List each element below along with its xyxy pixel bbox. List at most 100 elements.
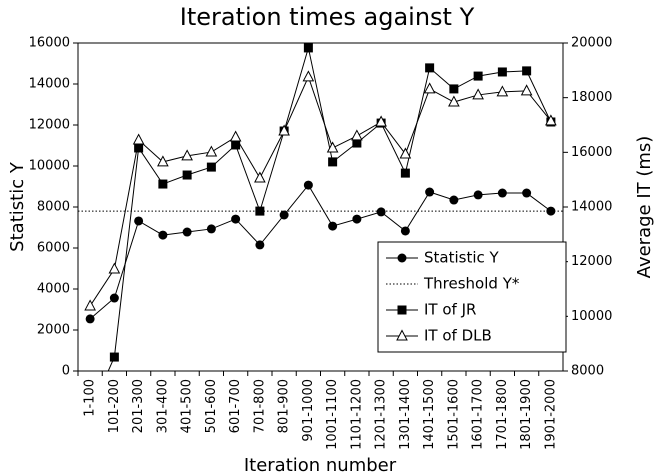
point [109,352,119,362]
point [496,85,509,97]
y2-tick-label: 10000 [571,309,612,324]
x-tick-label: 601-700 [228,379,243,433]
y-axis-label: Statistic Y [7,161,28,252]
y2-tick-label: 12000 [571,254,612,269]
point [545,114,557,126]
point [254,171,266,183]
point [448,95,460,107]
point [497,67,507,77]
point [158,179,168,189]
point [375,115,387,127]
y2-tick-label: 20000 [571,36,612,51]
point [132,133,145,145]
point [546,206,556,216]
point [449,84,459,94]
point [423,82,436,94]
y-tick-label: 10000 [29,159,70,174]
point [231,140,241,150]
point [303,180,313,190]
series-line [107,47,552,371]
point [134,143,144,153]
point [255,206,265,216]
x-tick-label: 1001-1100 [325,379,340,450]
point [352,138,362,148]
point [182,227,192,237]
x-tick-label: 1901-2000 [543,379,558,450]
point [303,43,313,53]
point [400,168,410,178]
point [206,162,216,172]
point [497,188,507,198]
legend-label: IT of JR [424,301,476,319]
point [109,293,119,303]
y2-axis-label: Average IT (ms) [634,136,655,279]
y-tick-label: 16000 [29,36,70,51]
legend-marker [397,305,407,315]
y-tick-label: 6000 [37,241,70,256]
legend-marker [397,253,407,263]
x-tick-label: 701-800 [252,379,267,433]
point [302,70,315,82]
point [399,147,412,159]
point [522,66,532,76]
y2-tick-label: 16000 [571,145,612,160]
point [328,221,338,231]
point [473,71,483,81]
point [206,224,216,234]
y-tick-label: 0 [62,364,70,379]
point [522,188,532,198]
x-tick-label: 201-300 [131,379,146,433]
point [326,141,339,153]
point [352,214,362,224]
point [449,195,459,205]
x-tick-label: 401-500 [180,379,195,433]
point [328,157,338,167]
point [229,130,242,142]
point [351,129,363,141]
point [108,262,121,274]
x-tick-label: 1-100 [83,379,98,417]
x-axis-label: Iteration number [244,455,397,476]
y-tick-label: 12000 [29,118,70,133]
plot-area [78,43,563,371]
y-tick-label: 4000 [37,282,70,297]
point [376,207,386,217]
y-tick-label: 8000 [37,200,70,215]
x-tick-label: 1601-1700 [471,379,486,450]
legend-label: Statistic Y [424,249,500,267]
y-tick-label: 2000 [37,323,70,338]
point [158,230,168,240]
y-tick-label: 14000 [29,77,70,92]
x-tick-label: 1401-1500 [422,379,437,450]
point [255,240,265,250]
point [472,88,484,100]
x-tick-label: 1801-1900 [519,379,534,450]
x-tick-label: 101-200 [107,379,122,433]
point [85,314,95,324]
x-tick-label: 1201-1300 [374,379,389,450]
legend-marker [396,329,408,341]
x-tick-label: 1101-1200 [349,379,364,450]
point [181,149,193,161]
point [231,214,241,224]
point [520,84,533,96]
x-tick-label: 301-400 [155,379,170,433]
point [425,63,435,73]
legend-label: IT of DLB [424,327,492,345]
point [400,226,410,236]
x-tick-label: 901-1000 [301,379,316,442]
point [134,216,144,226]
point [425,187,435,197]
x-tick-label: 1301-1400 [398,379,413,450]
x-tick-label: 1701-1800 [495,379,510,450]
x-tick-label: 1501-1600 [446,379,461,450]
point [205,145,218,157]
chart-title: Iteration times against Y [180,3,475,31]
point [278,124,290,136]
point [182,170,192,180]
point [279,210,289,220]
point [473,190,483,200]
y2-tick-label: 8000 [571,364,604,379]
point [84,299,96,311]
